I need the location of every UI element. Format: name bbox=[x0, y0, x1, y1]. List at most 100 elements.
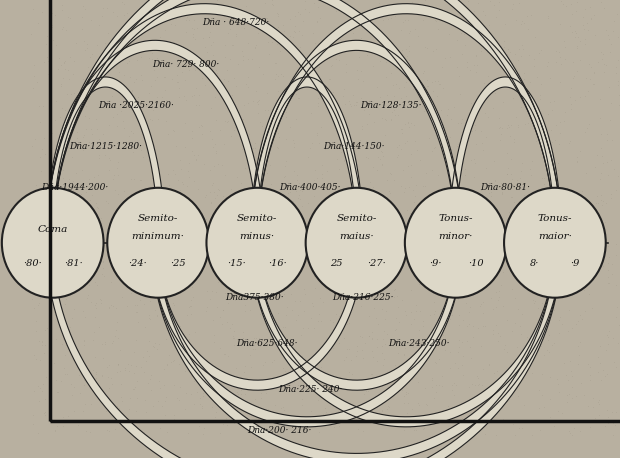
Point bbox=[414, 402, 424, 409]
Point bbox=[500, 21, 510, 28]
Point bbox=[363, 408, 373, 415]
Point bbox=[429, 414, 439, 422]
Point bbox=[616, 198, 620, 205]
Point bbox=[267, 38, 277, 46]
Point bbox=[113, 361, 123, 368]
Point bbox=[331, 55, 341, 62]
Point bbox=[479, 79, 489, 86]
Point bbox=[253, 164, 263, 172]
Point bbox=[161, 248, 171, 256]
Point bbox=[502, 150, 512, 157]
Point bbox=[418, 67, 428, 75]
Point bbox=[260, 163, 270, 170]
Point bbox=[417, 103, 427, 110]
Point bbox=[430, 143, 440, 150]
Point bbox=[319, 181, 329, 188]
Point bbox=[565, 22, 575, 30]
Point bbox=[507, 155, 516, 163]
Point bbox=[101, 65, 111, 72]
Point bbox=[295, 186, 305, 194]
Point bbox=[192, 24, 202, 32]
Point bbox=[206, 42, 216, 49]
Point bbox=[401, 356, 411, 363]
Point bbox=[449, 282, 459, 289]
Point bbox=[247, 232, 257, 240]
Point bbox=[480, 245, 490, 252]
Point bbox=[413, 33, 423, 40]
Point bbox=[469, 62, 479, 69]
Point bbox=[512, 176, 521, 184]
Point bbox=[598, 159, 608, 166]
Point bbox=[363, 398, 373, 405]
Point bbox=[359, 415, 369, 423]
Point bbox=[92, 125, 102, 133]
Point bbox=[190, 226, 200, 234]
Point bbox=[443, 105, 453, 113]
Point bbox=[112, 318, 122, 326]
Point bbox=[444, 208, 454, 215]
Point bbox=[554, 206, 564, 213]
Point bbox=[170, 142, 180, 150]
Point bbox=[87, 252, 97, 260]
Point bbox=[281, 181, 291, 189]
Point bbox=[169, 127, 179, 135]
Point bbox=[99, 98, 108, 105]
Point bbox=[377, 160, 387, 168]
Point bbox=[291, 187, 301, 194]
Point bbox=[453, 364, 463, 371]
Point bbox=[189, 91, 199, 98]
Point bbox=[246, 383, 255, 391]
Point bbox=[611, 364, 620, 371]
Point bbox=[384, 236, 394, 243]
Point bbox=[405, 209, 415, 217]
Point bbox=[516, 52, 526, 59]
Point bbox=[223, 118, 232, 125]
Point bbox=[539, 174, 549, 182]
Point bbox=[378, 152, 388, 159]
Point bbox=[112, 304, 122, 311]
Point bbox=[353, 384, 363, 392]
Point bbox=[113, 191, 123, 198]
Point bbox=[616, 0, 620, 4]
Point bbox=[555, 78, 565, 86]
Point bbox=[355, 53, 365, 60]
Point bbox=[480, 322, 490, 329]
Point bbox=[218, 306, 228, 314]
Point bbox=[290, 139, 299, 146]
Point bbox=[334, 422, 344, 429]
Point bbox=[454, 311, 464, 319]
Point bbox=[445, 253, 455, 261]
Point bbox=[293, 311, 303, 318]
Point bbox=[187, 303, 197, 310]
Point bbox=[249, 252, 259, 259]
Point bbox=[208, 51, 218, 59]
Point bbox=[524, 107, 534, 114]
Point bbox=[78, 133, 88, 141]
Point bbox=[349, 185, 359, 192]
Point bbox=[570, 7, 580, 15]
Point bbox=[71, 169, 81, 176]
Point bbox=[414, 326, 424, 333]
Point bbox=[472, 372, 482, 380]
Ellipse shape bbox=[504, 188, 606, 298]
Point bbox=[198, 392, 208, 399]
Point bbox=[326, 62, 336, 70]
Point bbox=[617, 378, 620, 385]
Point bbox=[167, 307, 177, 314]
Point bbox=[129, 78, 139, 86]
Point bbox=[74, 95, 84, 103]
Point bbox=[478, 7, 488, 15]
Point bbox=[440, 341, 450, 349]
Point bbox=[598, 197, 608, 205]
Point bbox=[556, 53, 565, 60]
Point bbox=[331, 41, 341, 48]
Point bbox=[256, 389, 266, 397]
Point bbox=[508, 181, 518, 188]
Point bbox=[517, 159, 527, 167]
Point bbox=[326, 256, 336, 263]
Point bbox=[353, 348, 363, 355]
Point bbox=[55, 114, 64, 121]
Point bbox=[546, 154, 556, 161]
Point bbox=[590, 265, 600, 273]
Point bbox=[49, 309, 59, 316]
